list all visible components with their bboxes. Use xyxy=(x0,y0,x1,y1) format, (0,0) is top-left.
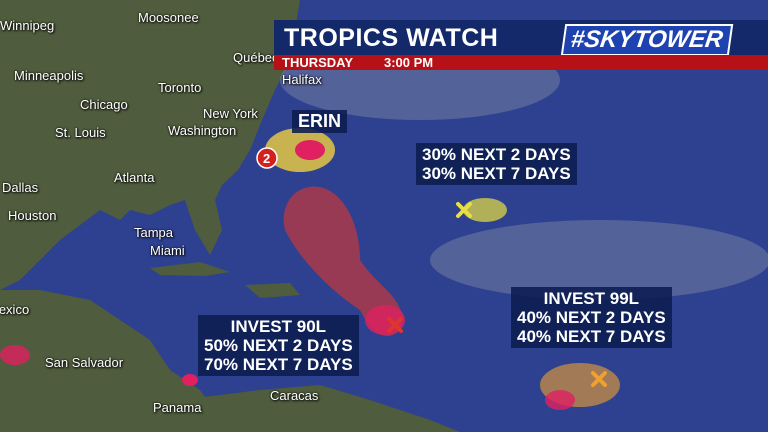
city-label: Houston xyxy=(8,208,57,223)
outlook-7day: 30% NEXT 7 DAYS xyxy=(422,164,571,183)
city-label: Halifax xyxy=(282,72,322,87)
city-label: Dallas xyxy=(2,180,39,195)
storm-name: INVEST 99L xyxy=(543,289,640,308)
date-strip: THURSDAY 3:00 PM xyxy=(274,55,768,70)
time-label: 3:00 PM xyxy=(384,55,434,70)
city-label: New York xyxy=(203,106,258,121)
x-marker-icon xyxy=(387,202,607,387)
center-atlantic-area xyxy=(463,198,507,222)
outlook-7day: 70% NEXT 7 DAYS xyxy=(204,355,353,374)
city-label: Moosonee xyxy=(138,10,199,25)
outlook-7day: 40% NEXT 7 DAYS xyxy=(517,327,666,346)
city-label: Minneapolis xyxy=(14,68,84,83)
city-label: Washington xyxy=(168,123,237,138)
invest-90l-cone xyxy=(283,186,402,337)
city-label: Québec xyxy=(233,50,279,65)
invest-90l-box: INVEST 90L 50% NEXT 2 DAYS 70% NEXT 7 DA… xyxy=(198,315,359,376)
city-label: Chicago xyxy=(80,97,128,112)
city-label: Miami xyxy=(150,243,185,258)
erin-label: ERIN xyxy=(292,110,348,133)
day-label: THURSDAY xyxy=(282,55,354,70)
page-title: TROPICS WATCH xyxy=(284,24,499,52)
city-label: Mexico xyxy=(0,302,30,317)
hurricane-symbol-icon xyxy=(256,147,278,169)
center-atlantic-box: 30% NEXT 2 DAYS 30% NEXT 7 DAYS xyxy=(416,143,577,185)
city-label: Atlanta xyxy=(114,170,155,185)
outlook-2day: 50% NEXT 2 DAYS xyxy=(204,336,353,355)
storm-cells xyxy=(0,128,575,410)
erin-category: 2 xyxy=(263,151,270,166)
city-label: Tampa xyxy=(134,225,174,240)
outlook-2day: 30% NEXT 2 DAYS xyxy=(422,145,571,164)
city-label: San Salvador xyxy=(45,355,124,370)
city-label: Winnipeg xyxy=(0,18,55,33)
city-label: St. Louis xyxy=(55,125,106,140)
landmass-north-america xyxy=(0,0,460,432)
invest-99l-box: INVEST 99L 40% NEXT 2 DAYS 40% NEXT 7 DA… xyxy=(511,287,672,348)
city-label: Toronto xyxy=(158,80,202,95)
city-label: Panama xyxy=(153,400,202,415)
storm-name: INVEST 90L xyxy=(230,317,327,336)
outlook-2day: 40% NEXT 2 DAYS xyxy=(517,308,666,327)
city-label: Caracas xyxy=(270,388,319,403)
skytower-logo: #SKYTOWER xyxy=(560,24,733,56)
